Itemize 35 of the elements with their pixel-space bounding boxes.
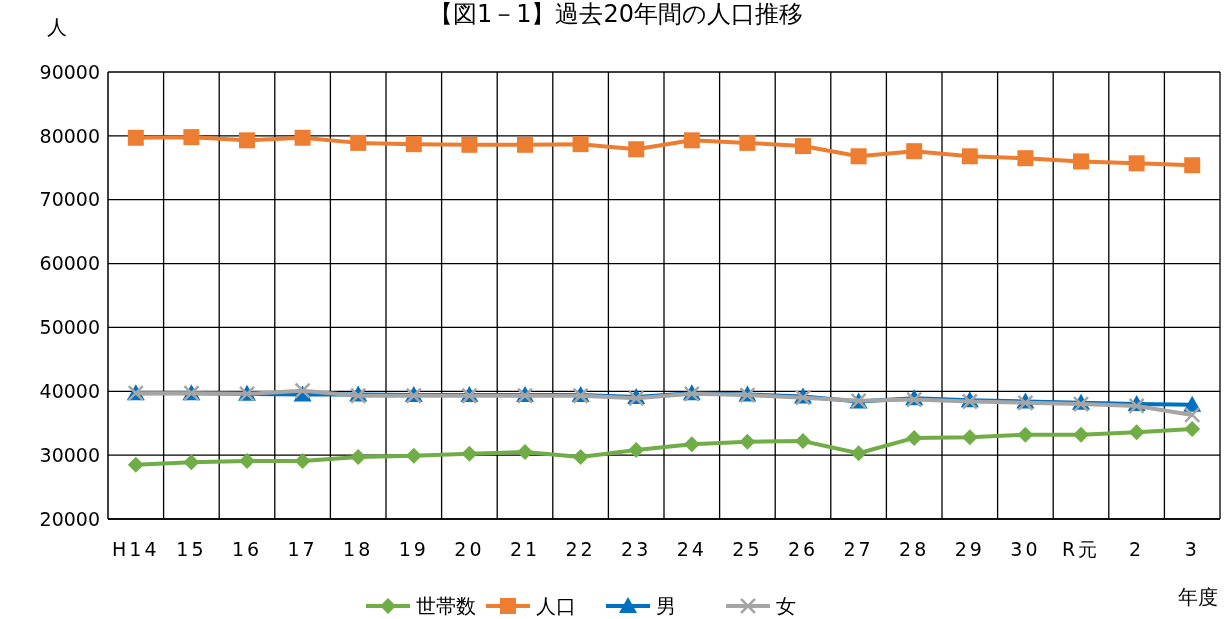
- y-tick-label: 80000: [39, 124, 100, 147]
- x-tick-label: 24: [676, 538, 707, 560]
- x-tick-label: 19: [398, 538, 429, 560]
- x-tick-label: 3: [1184, 538, 1200, 560]
- x-tick-label: 28: [899, 538, 930, 560]
- y-tick-label: 30000: [39, 443, 100, 466]
- x-axis-title: 年度: [1178, 585, 1218, 609]
- legend-label: 世帯数: [416, 594, 476, 618]
- x-tick-label: 21: [509, 538, 541, 560]
- y-tick-label: 70000: [39, 188, 100, 211]
- x-tick-label: 29: [954, 538, 985, 560]
- x-tick-label: 23: [621, 538, 652, 560]
- y-tick-label: 90000: [39, 60, 100, 83]
- x-tick-label: 25: [732, 538, 763, 560]
- x-tick-label: R元: [1061, 538, 1101, 560]
- legend-label: 女: [776, 594, 796, 618]
- y-tick-label: 60000: [39, 252, 100, 275]
- x-tick-label: 30: [1010, 538, 1041, 560]
- y-axis-title: 人: [47, 15, 67, 39]
- x-tick-label: 22: [565, 538, 596, 560]
- y-tick-label: 40000: [39, 379, 100, 402]
- x-tick-label: 27: [843, 538, 874, 560]
- legend-label: 人口: [536, 594, 576, 618]
- legend-label: 男: [656, 594, 676, 618]
- y-tick-label: 50000: [39, 316, 100, 339]
- x-tick-label: 16: [231, 538, 263, 560]
- chart-title: 【図1－1】過去20年間の人口推移: [428, 0, 804, 28]
- x-tick-label: 18: [343, 538, 374, 560]
- x-tick-label: 26: [787, 538, 819, 560]
- x-tick-label: 20: [454, 538, 485, 560]
- x-tick-label: 15: [176, 538, 207, 560]
- x-tick-label: H14: [112, 538, 160, 560]
- y-tick-label: 20000: [39, 507, 100, 530]
- x-tick-label: 17: [287, 538, 318, 560]
- x-tick-label: 2: [1129, 538, 1145, 560]
